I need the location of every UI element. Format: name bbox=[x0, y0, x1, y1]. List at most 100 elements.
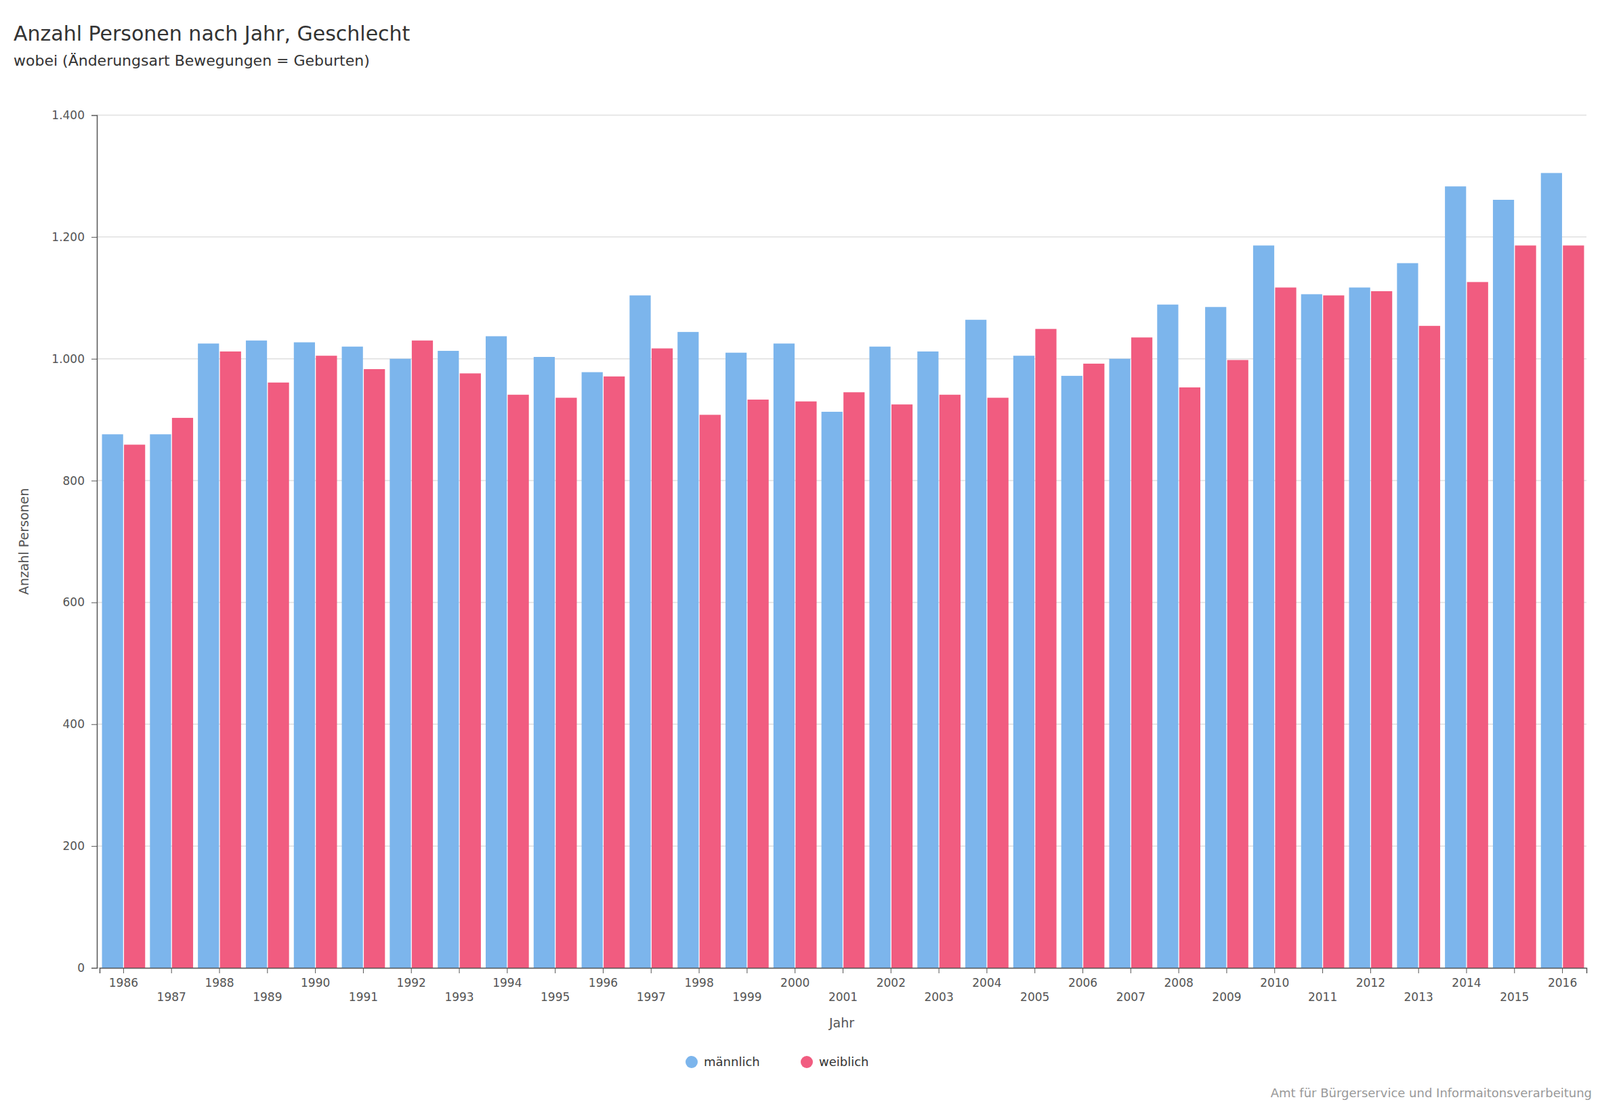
y-tick-label: 0 bbox=[77, 961, 85, 975]
y-tick-label: 800 bbox=[62, 474, 85, 488]
x-tick: 2008 bbox=[1164, 967, 1194, 990]
x-tick-mark bbox=[890, 967, 892, 974]
bar bbox=[747, 399, 769, 968]
x-tick: 1999 bbox=[732, 967, 762, 1004]
x-tick-mark bbox=[1130, 967, 1132, 974]
x-tick-label: 1995 bbox=[540, 990, 570, 1004]
bar bbox=[843, 392, 865, 968]
x-tick-label: 1989 bbox=[252, 990, 282, 1004]
y-axis-line bbox=[91, 115, 98, 969]
bar bbox=[1131, 337, 1153, 968]
bar bbox=[1322, 295, 1344, 968]
x-tick-label: 2007 bbox=[1116, 990, 1146, 1004]
x-tick-label: 1988 bbox=[204, 976, 234, 990]
x-tick: 1990 bbox=[300, 967, 330, 990]
x-tick-mark bbox=[602, 967, 604, 974]
bar bbox=[725, 352, 747, 968]
bar bbox=[555, 397, 577, 968]
bar bbox=[1444, 186, 1466, 968]
bar bbox=[1083, 363, 1105, 968]
x-tick: 2013 bbox=[1404, 967, 1434, 1004]
y-tick-mark bbox=[91, 115, 97, 116]
x-tick-label: 2003 bbox=[923, 990, 954, 1004]
bar bbox=[485, 335, 507, 968]
x-tick-mark bbox=[1465, 967, 1467, 974]
y-tick-mark bbox=[91, 359, 97, 360]
bar bbox=[1179, 387, 1201, 968]
grid-line bbox=[96, 114, 1587, 116]
bar bbox=[1035, 329, 1057, 968]
bar bbox=[1253, 245, 1275, 968]
x-axis-title: Jahr bbox=[828, 1015, 855, 1031]
x-tick-label: 1987 bbox=[157, 990, 187, 1004]
legend-label: weiblich bbox=[818, 1054, 870, 1069]
x-tick-label: 2008 bbox=[1164, 976, 1194, 990]
x-tick-label: 1992 bbox=[396, 976, 427, 990]
bar bbox=[245, 340, 267, 968]
x-tick: 2001 bbox=[828, 967, 858, 1004]
x-tick-label: 1986 bbox=[109, 976, 139, 990]
x-tick-mark bbox=[794, 967, 796, 974]
x-tick-label: 1993 bbox=[444, 990, 474, 1004]
bar bbox=[1227, 360, 1249, 968]
x-tick: 2006 bbox=[1068, 967, 1098, 990]
grid-line bbox=[96, 236, 1587, 238]
y-tick-label: 200 bbox=[62, 839, 85, 853]
x-tick: 2010 bbox=[1259, 967, 1290, 990]
x-tick-label: 2014 bbox=[1451, 976, 1481, 990]
bar bbox=[1514, 245, 1536, 968]
x-tick: 1988 bbox=[204, 967, 234, 990]
x-tick-mark bbox=[842, 967, 844, 974]
y-tick-label: 400 bbox=[62, 717, 85, 731]
y-axis-title: Anzahl Personen bbox=[16, 488, 32, 596]
x-tick-mark bbox=[363, 967, 364, 974]
subtitle: wobei (Änderungsart Bewegungen = Geburte… bbox=[13, 52, 370, 70]
bar bbox=[533, 356, 555, 968]
legend-item: weiblich bbox=[800, 1054, 870, 1069]
x-tick: 2016 bbox=[1547, 967, 1577, 990]
legend-label: männlich bbox=[703, 1054, 761, 1069]
x-tick-label: 2013 bbox=[1404, 990, 1434, 1004]
x-tick-mark bbox=[1562, 967, 1563, 974]
y-tick: 600 bbox=[62, 595, 97, 609]
bar bbox=[651, 348, 673, 968]
y-tick-mark bbox=[91, 480, 97, 482]
bar bbox=[1541, 172, 1563, 968]
x-tick-label: 2000 bbox=[780, 976, 810, 990]
x-tick-label: 2001 bbox=[828, 990, 858, 1004]
x-tick-mark bbox=[1513, 967, 1515, 974]
x-tick: 1987 bbox=[157, 967, 187, 1004]
x-tick-label: 1990 bbox=[300, 976, 330, 990]
x-tick-mark bbox=[411, 967, 412, 974]
x-tick: 2012 bbox=[1356, 967, 1386, 990]
bar bbox=[677, 331, 699, 968]
bar bbox=[102, 434, 124, 968]
x-tick-label: 2012 bbox=[1356, 976, 1386, 990]
bars bbox=[102, 172, 1585, 968]
x-tick-label: 2010 bbox=[1259, 976, 1290, 990]
bar bbox=[149, 434, 171, 968]
y-tick: 1.200 bbox=[51, 230, 97, 244]
x-tick-mark bbox=[266, 967, 268, 974]
x-tick-mark bbox=[314, 967, 316, 974]
y-tick-label: 1.200 bbox=[51, 230, 85, 244]
bar bbox=[220, 351, 242, 968]
bar bbox=[315, 355, 337, 968]
x-tick: 1995 bbox=[540, 967, 570, 1004]
legend-item: männlich bbox=[685, 1054, 761, 1069]
y-tick: 0 bbox=[77, 961, 97, 975]
x-tick: 1992 bbox=[396, 967, 427, 990]
bar bbox=[987, 397, 1009, 968]
y-tick-mark bbox=[91, 846, 97, 847]
x-tick-label: 1994 bbox=[492, 976, 522, 990]
y-axis: 02004006008001.0001.2001.400 bbox=[51, 108, 97, 975]
x-tick: 1986 bbox=[109, 967, 139, 990]
bar bbox=[773, 343, 795, 968]
bar bbox=[581, 371, 603, 968]
x-tick: 2000 bbox=[780, 967, 810, 990]
bar bbox=[1492, 199, 1514, 968]
y-tick: 1.400 bbox=[51, 108, 97, 122]
x-tick-mark bbox=[746, 967, 748, 974]
legend: männlich weiblich bbox=[685, 1054, 870, 1069]
x-tick: 2009 bbox=[1211, 967, 1241, 1004]
